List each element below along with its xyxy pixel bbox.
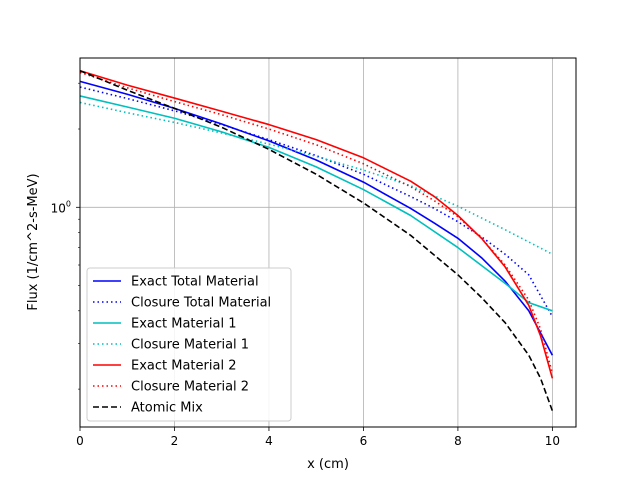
y-axis: 100 [51,82,80,390]
legend-label: Exact Material 2 [131,359,236,374]
y-tick-label: 100 [51,199,71,215]
x-tick-label: 0 [76,434,84,448]
series-group [79,69,554,412]
x-tick-label: 2 [171,434,179,448]
legend-label: Exact Total Material [131,275,259,290]
legend-label: Atomic Mix [131,401,203,416]
legend-label: Closure Material 1 [131,338,249,353]
legend-box [86,267,292,422]
y-axis-label: Flux (1/cm^2-s-MeV) [26,173,41,310]
x-tick-label: 6 [360,434,368,448]
x-axis-label: x (cm) [307,457,349,472]
x-axis: 0 2 4 6 8 10 [76,427,560,448]
series-line-3 [79,95,553,312]
series-line-5 [79,69,554,379]
legend-label: Closure Total Material [131,296,271,311]
x-tick-label: 4 [265,434,273,448]
x-tick-label: 10 [545,434,560,448]
legend: Exact Total Material Closure Total Materi… [86,267,292,422]
x-tick-label: 8 [454,434,462,448]
legend-label: Closure Material 2 [131,380,249,395]
series-line-7 [79,70,554,412]
legend-label: Exact Material 1 [131,317,236,332]
series-line-4 [79,101,553,255]
series-line-2 [79,86,554,317]
plot-frame [79,57,577,428]
